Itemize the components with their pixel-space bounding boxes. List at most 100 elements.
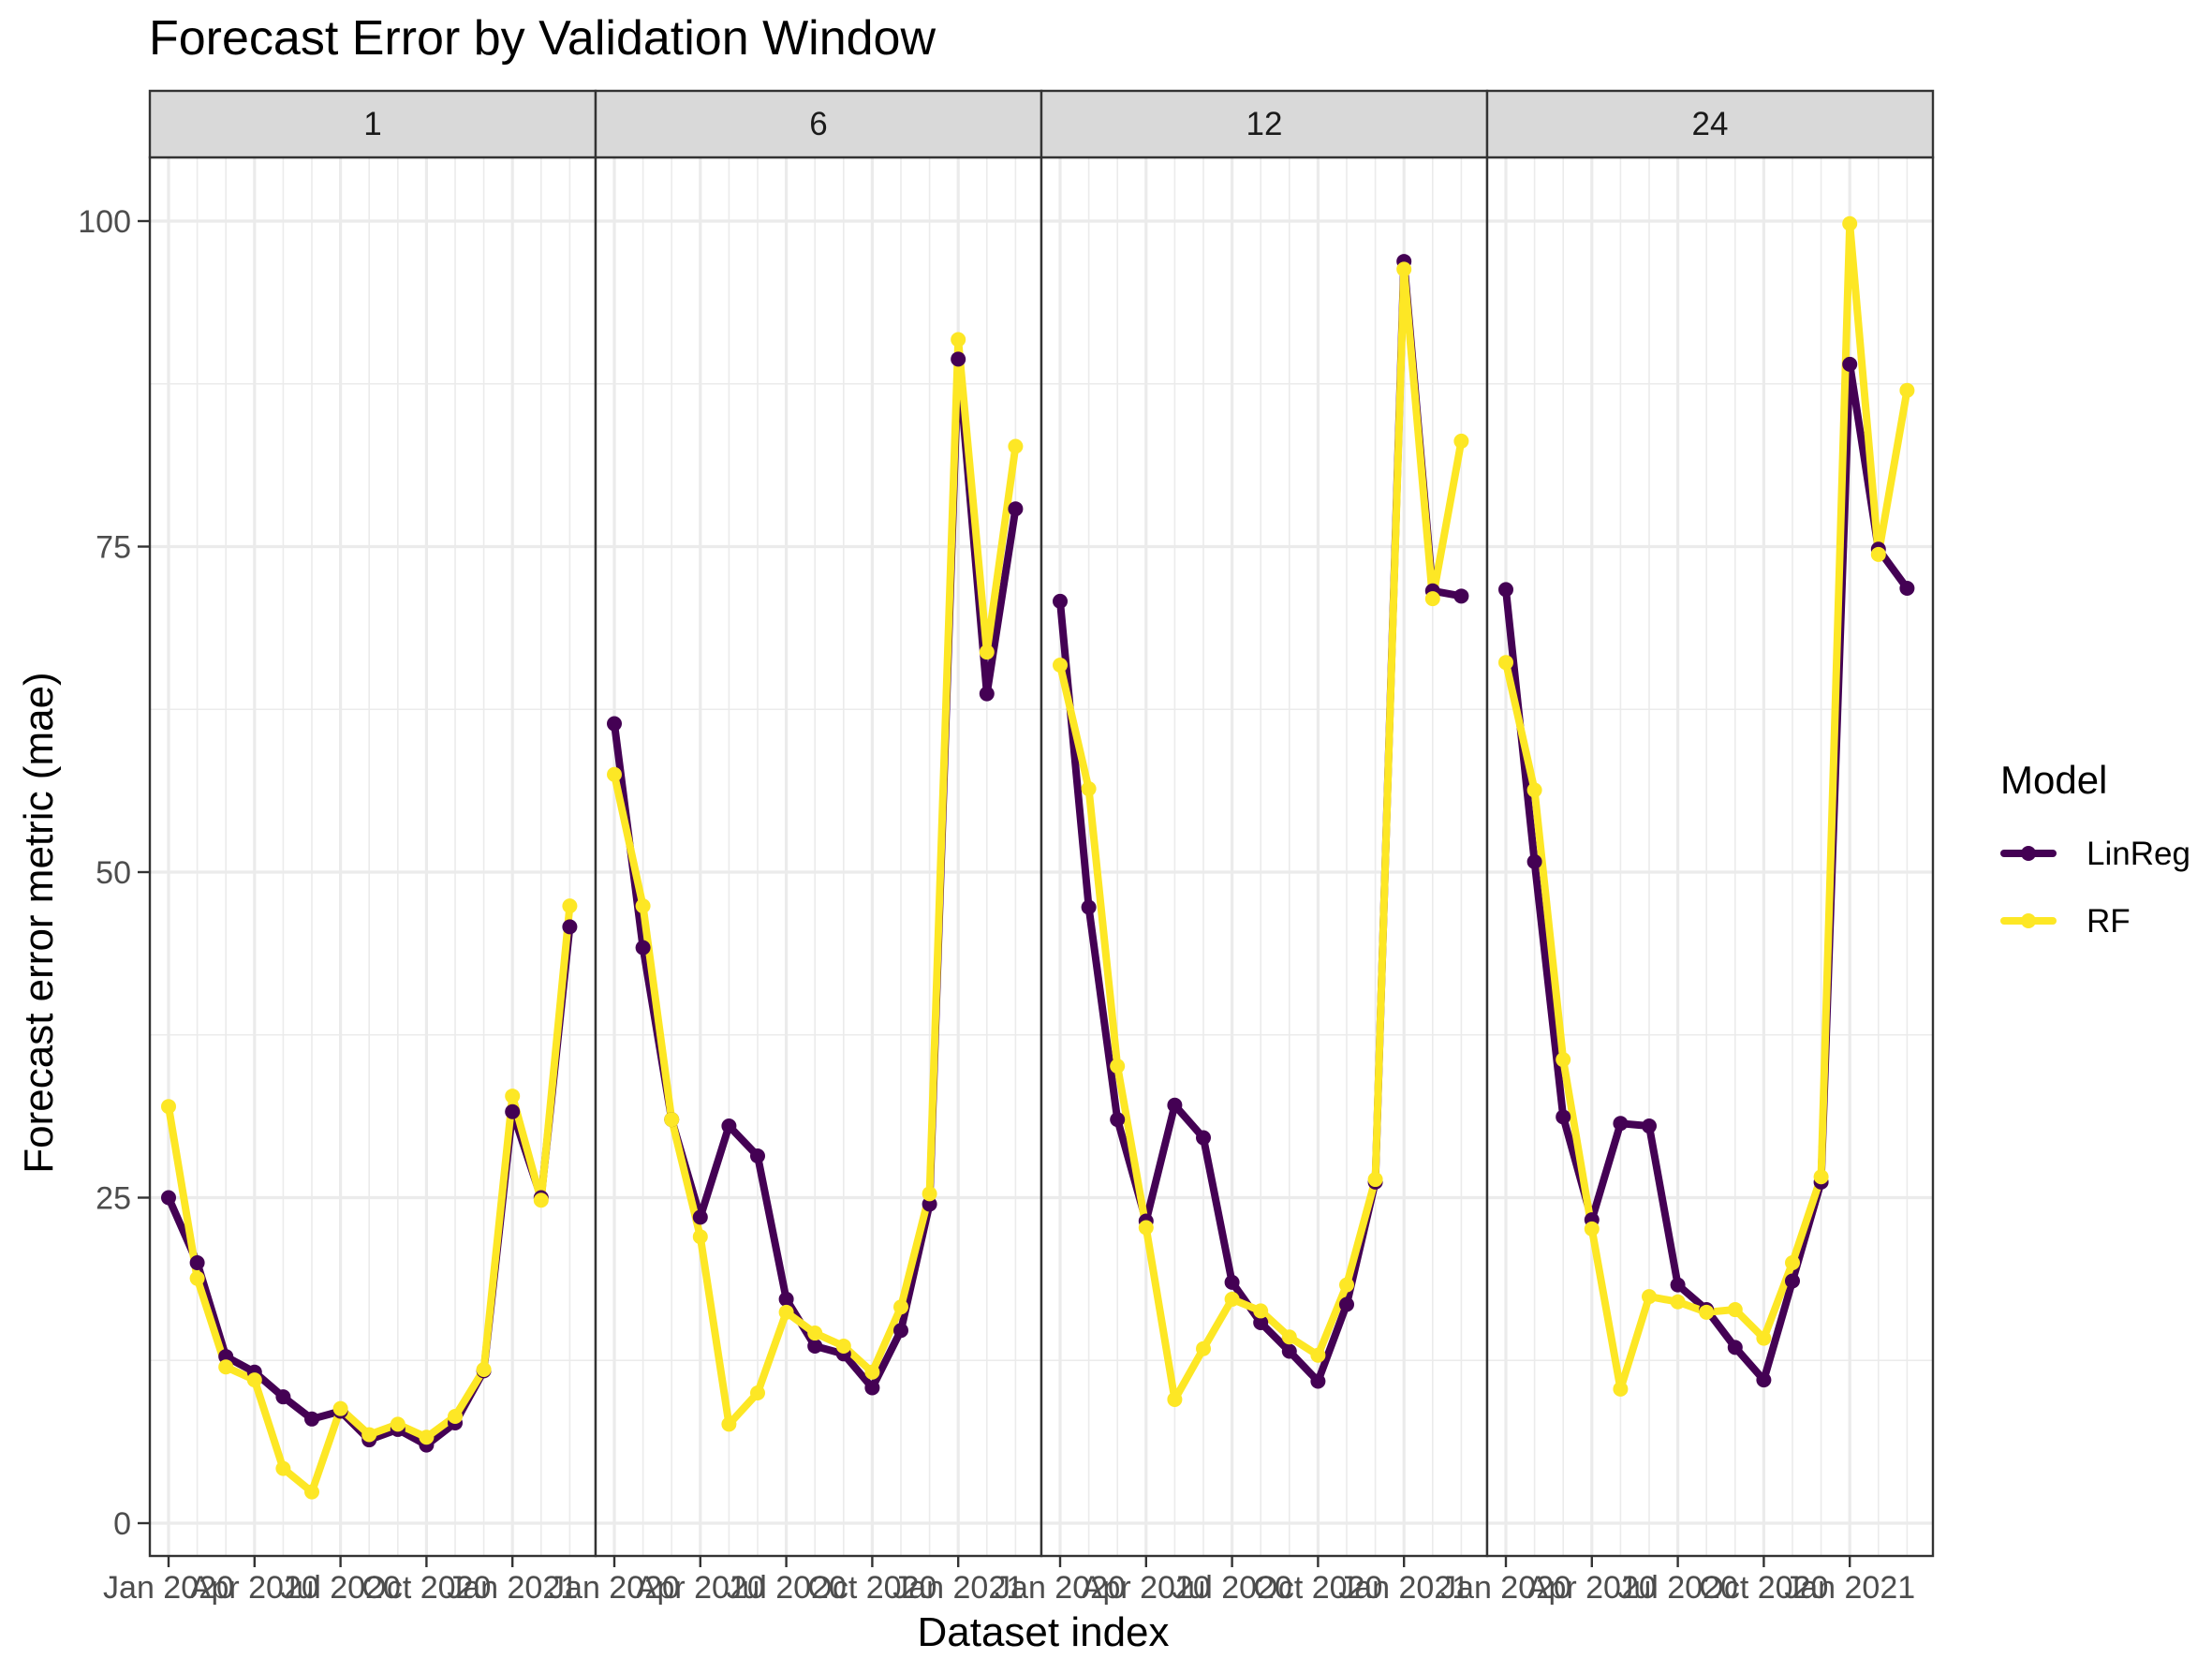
data-point-linreg (304, 1411, 319, 1427)
data-point-rf (246, 1372, 262, 1388)
legend: Model LinReg RF (2000, 758, 2190, 940)
data-point-rf (979, 644, 995, 660)
data-point-rf (893, 1299, 908, 1315)
data-point-rf (1727, 1302, 1743, 1318)
data-point-linreg (275, 1389, 291, 1405)
chart-title: Forecast Error by Validation Window (149, 11, 936, 66)
data-point-linreg (807, 1338, 823, 1354)
x-tick-label: Jan 2021 (1784, 1570, 1915, 1606)
data-point-linreg (1642, 1118, 1657, 1134)
data-point-linreg (1081, 899, 1097, 915)
data-point-linreg (607, 716, 622, 732)
x-tick-label: Oct 2020 (361, 1570, 491, 1606)
x-tick-label: Apr 2020 (1527, 1570, 1657, 1606)
facet-strip-label: 1 (363, 106, 381, 142)
x-tick-label: Jul 2020 (1617, 1570, 1738, 1606)
data-point-rf (1899, 382, 1915, 398)
data-point-linreg (951, 351, 966, 367)
x-tick-label: Apr 2020 (636, 1570, 765, 1606)
data-point-linreg (562, 919, 578, 935)
data-point-linreg (1453, 588, 1469, 604)
data-point-linreg (1670, 1277, 1686, 1293)
y-axis-title: Forecast error metric (mae) (16, 672, 62, 1173)
panel-background (150, 157, 596, 1556)
data-point-rf (1110, 1059, 1126, 1074)
data-point-rf (922, 1186, 937, 1202)
data-point-rf (1453, 433, 1469, 449)
facet-strip (1040, 89, 1489, 159)
data-point-rf (1756, 1330, 1772, 1346)
data-point-linreg (922, 1196, 937, 1212)
data-point-linreg (864, 1380, 880, 1396)
data-point-rf (304, 1484, 319, 1500)
data-point-linreg (750, 1148, 765, 1164)
y-axis: 0 25 50 75 100 (78, 204, 150, 1542)
data-point-linreg (1281, 1343, 1297, 1359)
data-point-rf (664, 1112, 680, 1128)
data-point-rf (864, 1364, 880, 1380)
x-tick-label: Apr 2020 (1082, 1570, 1211, 1606)
x-tick-label: Oct 2020 (1699, 1570, 1828, 1606)
data-point-rf (1498, 655, 1513, 671)
data-point-linreg (1310, 1373, 1326, 1389)
data-point-linreg (1498, 582, 1513, 598)
x-tick-label: Apr 2020 (190, 1570, 319, 1606)
data-point-linreg (635, 940, 651, 955)
data-point-rf (1785, 1255, 1800, 1270)
data-point-linreg (1167, 1097, 1183, 1113)
data-point-rf (1813, 1169, 1829, 1185)
data-point-rf (1584, 1221, 1600, 1237)
x-tick-label: Jan 2021 (892, 1570, 1024, 1606)
data-point-rf (533, 1192, 549, 1208)
data-point-linreg (778, 1291, 794, 1307)
x-tick-label: Jan 2020 (995, 1570, 1126, 1606)
data-point-rf (476, 1361, 492, 1377)
data-point-rf (1526, 782, 1542, 798)
facet-strip-label: 6 (809, 106, 827, 142)
data-point-linreg (1224, 1274, 1240, 1290)
data-point-rf (218, 1359, 234, 1375)
x-tick-label: Jan 2020 (103, 1570, 234, 1606)
x-tick-label: Jan 2020 (1440, 1570, 1571, 1606)
y-tick-label: 50 (96, 855, 131, 891)
data-point-linreg (1842, 356, 1858, 372)
x-tick-label: Jan 2020 (549, 1570, 680, 1606)
x-tick-label: Jan 2021 (447, 1570, 578, 1606)
y-tick-label: 0 (113, 1506, 131, 1542)
data-point-linreg (161, 1190, 176, 1206)
data-point-rf (750, 1385, 765, 1400)
data-point-rf (1053, 657, 1068, 673)
data-point-linreg (1110, 1112, 1126, 1128)
data-point-linreg (189, 1255, 205, 1270)
data-point-linreg (1008, 501, 1024, 517)
data-point-rf (1556, 1052, 1571, 1068)
data-point-rf (419, 1429, 435, 1445)
data-point-rf (1367, 1172, 1383, 1188)
data-point-rf (721, 1416, 737, 1432)
data-point-linreg (1339, 1296, 1354, 1312)
data-point-rf (1196, 1341, 1211, 1356)
legend-item-rf: RF (2000, 903, 2131, 940)
y-tick-label: 75 (96, 530, 131, 566)
facet-strip-label: 24 (1692, 106, 1729, 142)
data-point-rf (835, 1338, 851, 1354)
data-point-rf (161, 1099, 176, 1115)
data-point-linreg (721, 1118, 737, 1134)
data-point-rf (1870, 546, 1886, 562)
data-point-rf (635, 898, 651, 914)
y-tick-label: 100 (78, 204, 131, 240)
data-point-rf (951, 332, 966, 348)
data-point-linreg (1253, 1314, 1269, 1330)
x-tick-label: Jul 2020 (1172, 1570, 1292, 1606)
data-point-rf (1281, 1329, 1297, 1345)
legend-key-point (2021, 846, 2036, 861)
data-point-linreg (893, 1323, 908, 1339)
legend-label: LinReg (2087, 836, 2190, 872)
data-point-linreg (1053, 593, 1068, 609)
data-point-rf (1424, 591, 1440, 607)
